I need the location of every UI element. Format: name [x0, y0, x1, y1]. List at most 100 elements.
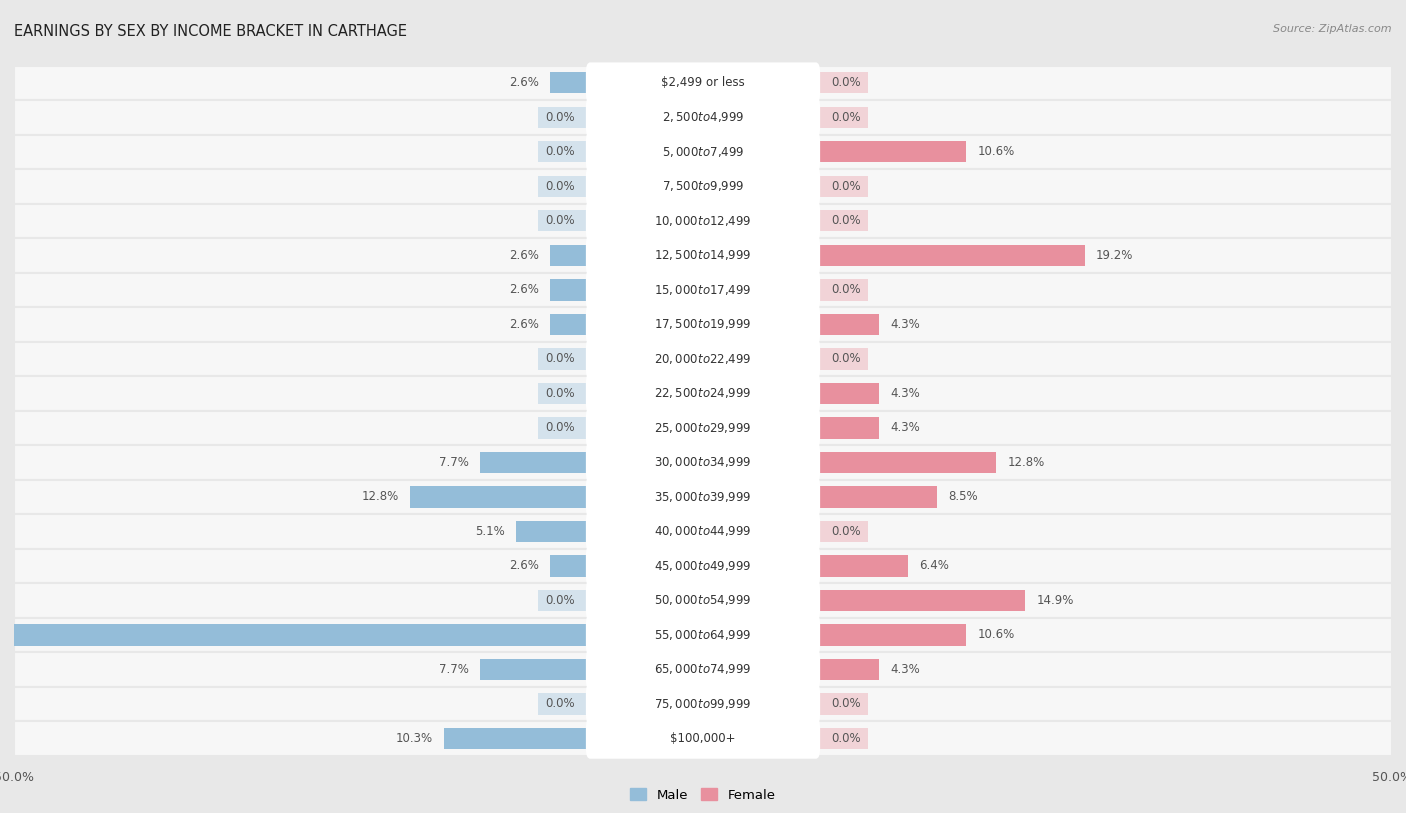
Bar	[14, 134, 1392, 169]
Bar	[516, 520, 586, 542]
Text: $40,000 to $44,999: $40,000 to $44,999	[654, 524, 752, 538]
Text: 0.0%: 0.0%	[831, 352, 860, 365]
Text: 0.0%: 0.0%	[831, 111, 860, 124]
Text: 4.3%: 4.3%	[890, 387, 920, 400]
Text: Source: ZipAtlas.com: Source: ZipAtlas.com	[1274, 24, 1392, 34]
FancyBboxPatch shape	[586, 269, 820, 311]
Bar	[537, 589, 586, 611]
Text: 0.0%: 0.0%	[831, 180, 860, 193]
Bar	[550, 279, 586, 301]
Bar	[820, 279, 869, 301]
Text: EARNINGS BY SEX BY INCOME BRACKET IN CARTHAGE: EARNINGS BY SEX BY INCOME BRACKET IN CAR…	[14, 24, 408, 39]
Text: 0.0%: 0.0%	[546, 180, 575, 193]
Bar	[820, 589, 1025, 611]
Bar	[537, 383, 586, 404]
FancyBboxPatch shape	[586, 684, 820, 724]
Bar	[14, 652, 1392, 687]
Text: 10.6%: 10.6%	[977, 146, 1015, 159]
Bar	[14, 583, 1392, 618]
Bar	[0, 624, 586, 646]
Text: $20,000 to $22,499: $20,000 to $22,499	[654, 352, 752, 366]
Bar	[537, 141, 586, 163]
Text: $100,000+: $100,000+	[671, 732, 735, 745]
Bar	[14, 376, 1392, 411]
Bar	[14, 411, 1392, 445]
Bar	[537, 210, 586, 232]
Text: $2,500 to $4,999: $2,500 to $4,999	[662, 111, 744, 124]
FancyBboxPatch shape	[586, 97, 820, 137]
Text: 2.6%: 2.6%	[509, 283, 538, 296]
Bar	[820, 210, 869, 232]
Bar	[820, 314, 879, 335]
FancyBboxPatch shape	[586, 649, 820, 689]
FancyBboxPatch shape	[586, 615, 820, 655]
Text: 0.0%: 0.0%	[831, 215, 860, 228]
FancyBboxPatch shape	[586, 235, 820, 276]
Bar	[820, 245, 1084, 266]
Bar	[820, 659, 879, 680]
Bar	[537, 348, 586, 369]
Text: 0.0%: 0.0%	[546, 593, 575, 606]
Text: 14.9%: 14.9%	[1036, 593, 1074, 606]
Text: 19.2%: 19.2%	[1095, 249, 1133, 262]
FancyBboxPatch shape	[586, 546, 820, 586]
Text: 0.0%: 0.0%	[831, 76, 860, 89]
Text: 8.5%: 8.5%	[948, 490, 979, 503]
Bar	[550, 555, 586, 576]
Text: 0.0%: 0.0%	[546, 146, 575, 159]
Bar	[537, 107, 586, 128]
FancyBboxPatch shape	[586, 304, 820, 345]
Text: 10.6%: 10.6%	[977, 628, 1015, 641]
Text: 0.0%: 0.0%	[546, 352, 575, 365]
FancyBboxPatch shape	[586, 580, 820, 620]
Text: 10.3%: 10.3%	[396, 732, 433, 745]
Text: 2.6%: 2.6%	[509, 76, 538, 89]
Text: 5.1%: 5.1%	[475, 525, 505, 538]
Text: 2.6%: 2.6%	[509, 318, 538, 331]
FancyBboxPatch shape	[586, 407, 820, 448]
Text: $50,000 to $54,999: $50,000 to $54,999	[654, 593, 752, 607]
Text: 4.3%: 4.3%	[890, 663, 920, 676]
Legend: Male, Female: Male, Female	[626, 783, 780, 807]
Bar	[14, 66, 1392, 100]
Text: $10,000 to $12,499: $10,000 to $12,499	[654, 214, 752, 228]
Bar	[820, 176, 869, 197]
Text: $35,000 to $39,999: $35,000 to $39,999	[654, 489, 752, 504]
Bar	[14, 307, 1392, 341]
Text: $75,000 to $99,999: $75,000 to $99,999	[654, 697, 752, 711]
Text: $2,499 or less: $2,499 or less	[661, 76, 745, 89]
Bar	[479, 659, 586, 680]
Bar	[14, 169, 1392, 203]
Text: 7.7%: 7.7%	[439, 663, 468, 676]
Bar	[820, 452, 997, 473]
FancyBboxPatch shape	[586, 718, 820, 759]
Bar	[14, 618, 1392, 652]
FancyBboxPatch shape	[586, 442, 820, 483]
Text: $22,500 to $24,999: $22,500 to $24,999	[654, 386, 752, 400]
FancyBboxPatch shape	[586, 476, 820, 517]
Bar	[14, 272, 1392, 307]
Text: $55,000 to $64,999: $55,000 to $64,999	[654, 628, 752, 641]
Text: 4.3%: 4.3%	[890, 421, 920, 434]
Text: 12.8%: 12.8%	[361, 490, 398, 503]
Text: 0.0%: 0.0%	[546, 215, 575, 228]
Bar	[550, 245, 586, 266]
Text: 0.0%: 0.0%	[546, 698, 575, 711]
Bar	[820, 141, 966, 163]
Bar	[820, 693, 869, 715]
Text: 0.0%: 0.0%	[546, 111, 575, 124]
Text: $5,000 to $7,499: $5,000 to $7,499	[662, 145, 744, 159]
Bar	[14, 480, 1392, 514]
Bar	[820, 107, 869, 128]
Bar	[14, 721, 1392, 755]
Bar	[14, 514, 1392, 549]
Bar	[14, 100, 1392, 134]
Bar	[14, 341, 1392, 376]
Text: 0.0%: 0.0%	[831, 732, 860, 745]
FancyBboxPatch shape	[586, 166, 820, 207]
Bar	[820, 348, 869, 369]
Bar	[820, 383, 879, 404]
Text: $45,000 to $49,999: $45,000 to $49,999	[654, 559, 752, 573]
Bar	[820, 486, 938, 507]
Text: 2.6%: 2.6%	[509, 559, 538, 572]
